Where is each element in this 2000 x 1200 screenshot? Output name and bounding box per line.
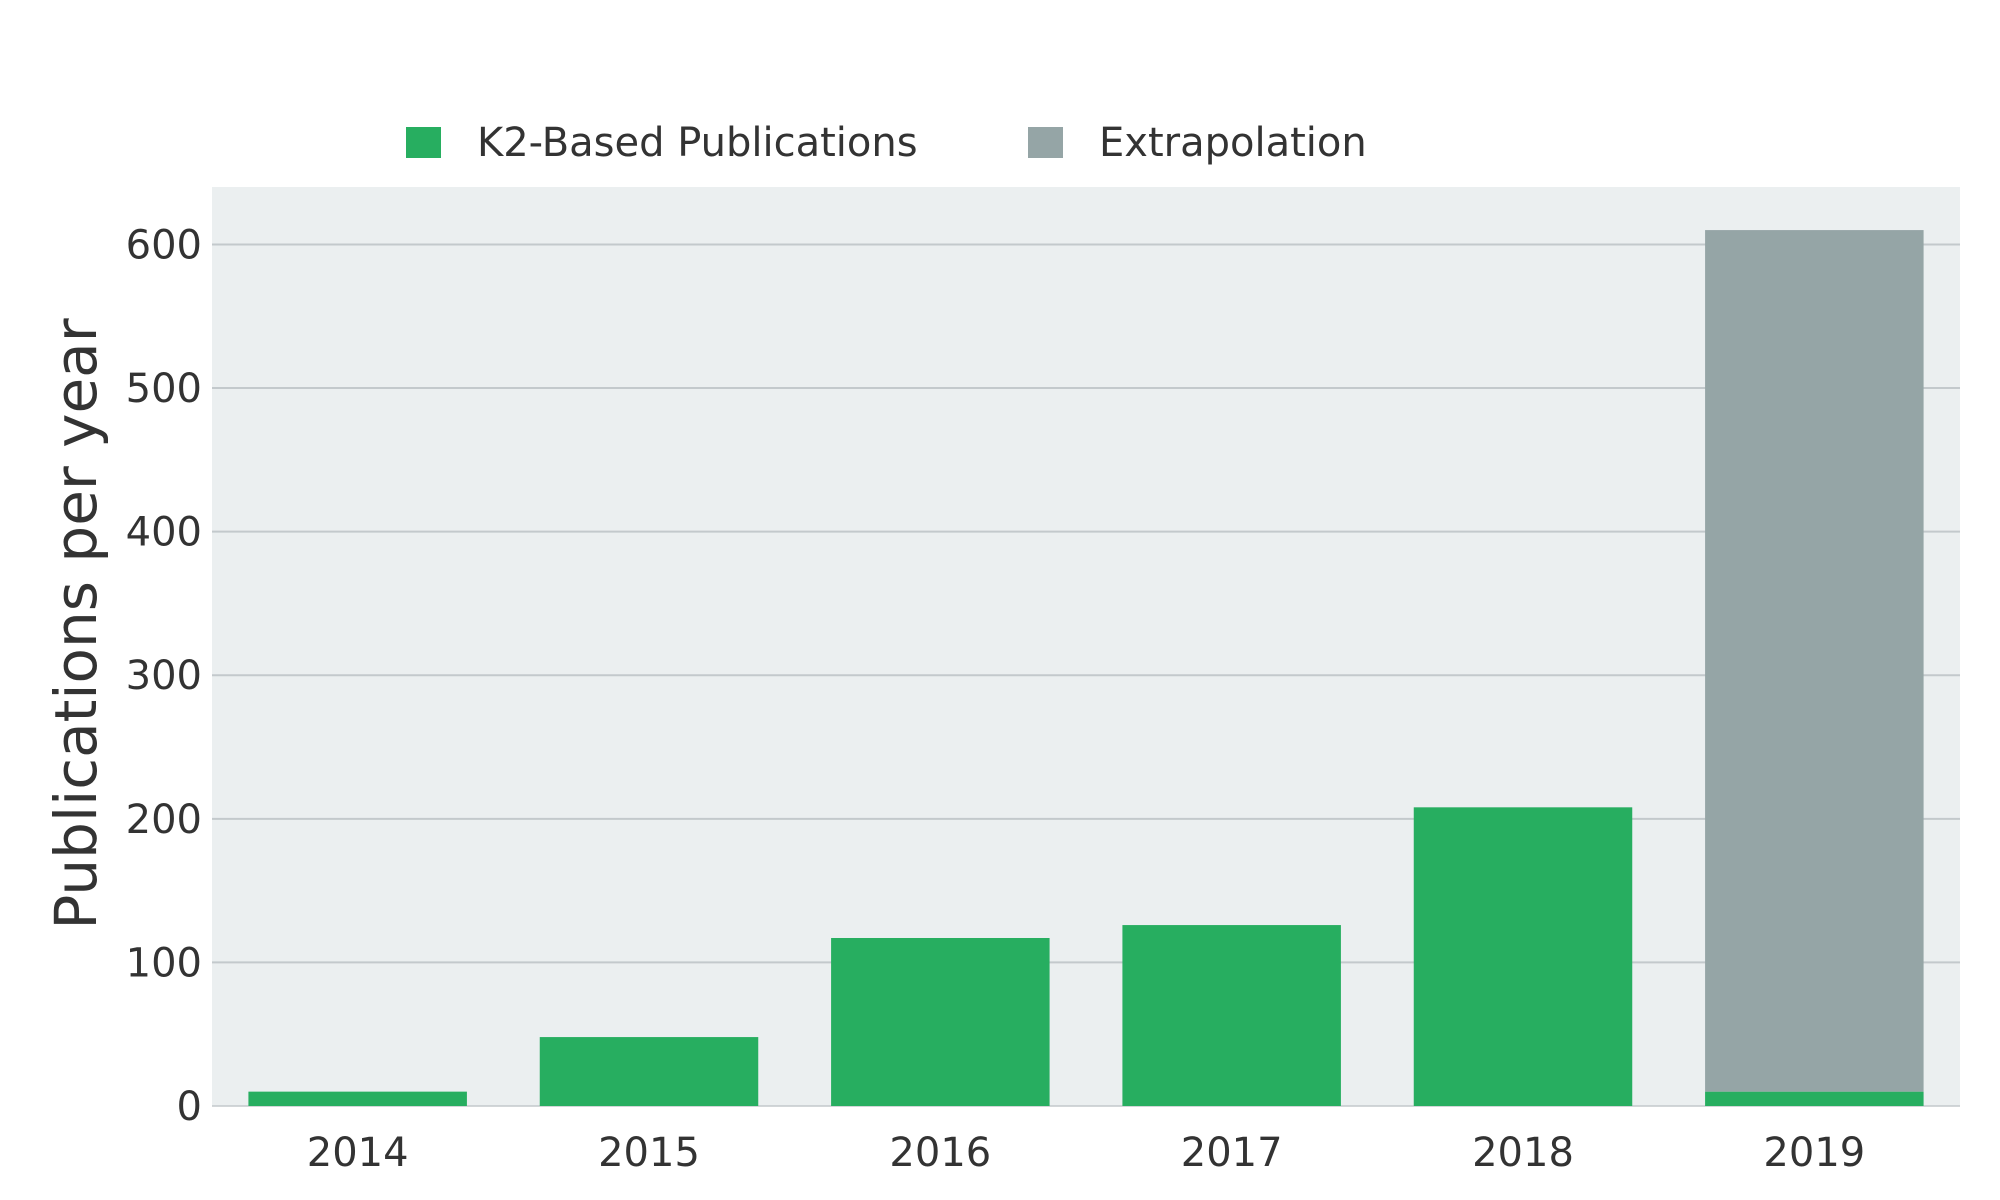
plot-background [212,187,1960,1106]
legend-label: Extrapolation [1099,120,1367,166]
legend-label: K2-Based Publications [477,120,918,166]
bar-extrapolation-2019 [1705,230,1924,1092]
x-tick-label: 2019 [1763,1130,1865,1176]
bars [248,230,1924,1106]
y-axis-title: Publications per year [42,318,110,929]
y-tick-label: 100 [126,940,202,986]
bar-k2-based-publications-2018 [1413,807,1633,1106]
x-tick-label: 2017 [1181,1130,1283,1176]
y-tick-label: 0 [177,1084,202,1130]
bar-k2-based-publications-2017 [1122,925,1341,1106]
legend-swatch-k2-based-publications [406,127,441,158]
bar-k2-based-publications-2014 [248,1091,467,1106]
y-tick-label: 600 [126,222,202,268]
x-tick-label: 2014 [307,1130,409,1176]
y-tick-label: 200 [126,797,202,843]
grid-lines [212,243,1960,1107]
y-axis-ticks: 0 100 200 300 400 500 600 [126,222,202,1130]
legend: K2-Based Publications Extrapolation [406,120,1367,166]
x-axis-ticks: 2014 2015 2016 2017 2018 2019 [307,1130,1865,1176]
bar-k2-based-publications-2019 [1705,1091,1924,1106]
y-tick-label: 400 [126,510,202,556]
x-tick-label: 2016 [889,1130,991,1176]
legend-swatch-extrapolation [1028,127,1063,158]
y-tick-label: 500 [126,366,202,412]
x-tick-label: 2018 [1472,1130,1574,1176]
bar-k2-based-publications-2015 [539,1037,759,1106]
x-tick-label: 2015 [598,1130,700,1176]
bar-k2-based-publications-2016 [831,937,1050,1106]
y-tick-label: 300 [126,653,202,699]
